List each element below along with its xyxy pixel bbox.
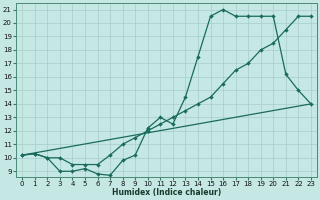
X-axis label: Humidex (Indice chaleur): Humidex (Indice chaleur) xyxy=(112,188,221,197)
